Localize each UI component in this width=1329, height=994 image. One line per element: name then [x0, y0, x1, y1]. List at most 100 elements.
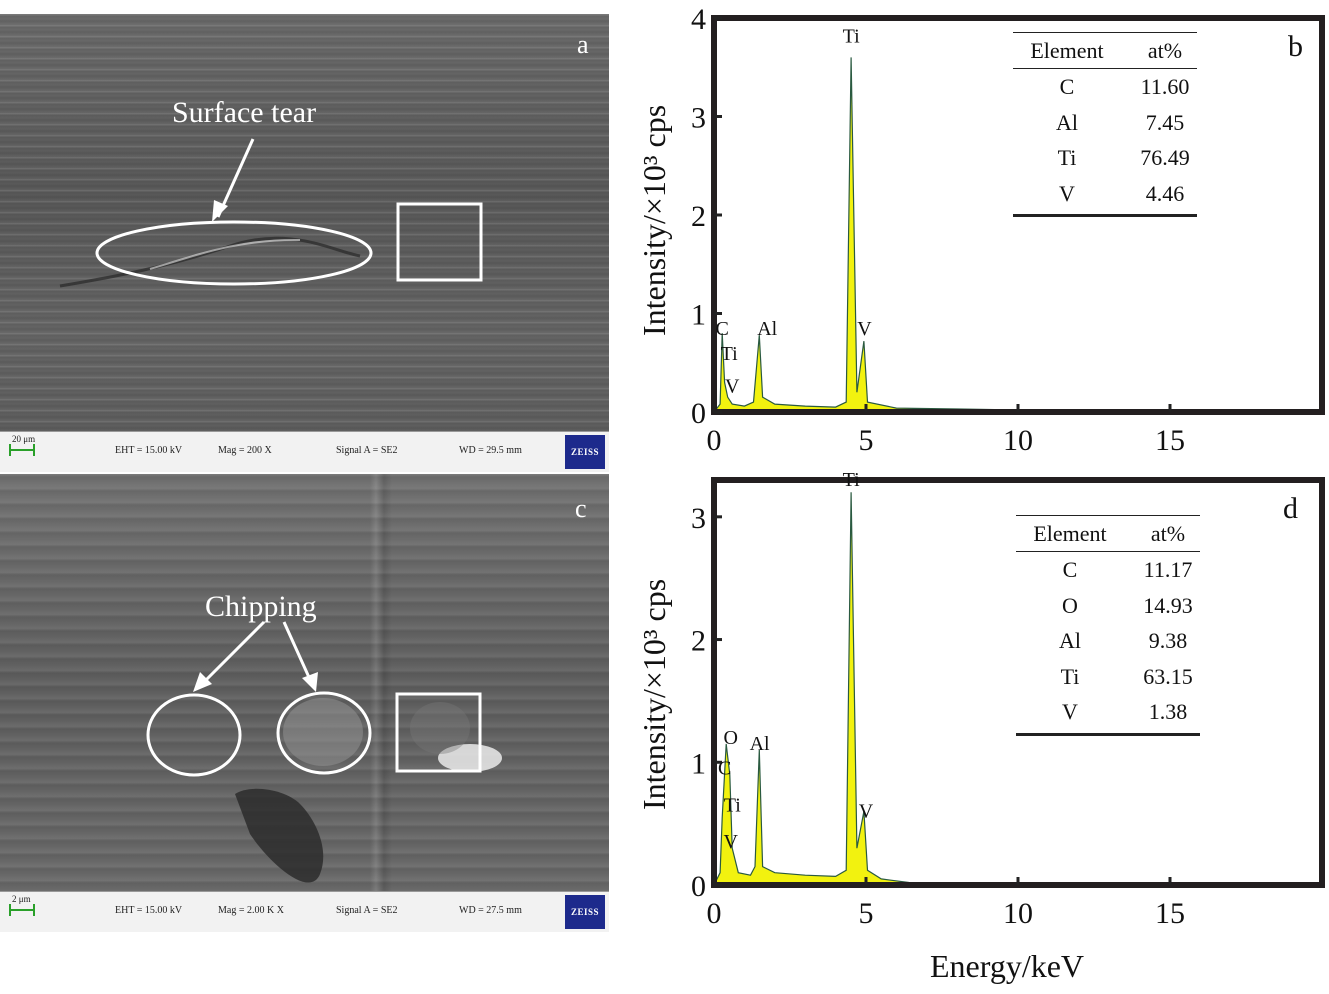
table-cell: 1.38 — [1148, 699, 1188, 724]
table-cell: 4.46 — [1145, 180, 1185, 206]
peak-label: V — [723, 831, 738, 853]
y-tick-label: 1 — [691, 299, 706, 332]
eds-spectrum-d: 0 5 10 15 0 1 2 3 Ti O Al C Ti V V — [691, 469, 1325, 930]
table-cell: O — [1062, 592, 1078, 618]
y-tick-label: 4 — [691, 3, 706, 36]
table-cell: Ti — [1057, 145, 1077, 170]
y-tick-label: 3 — [691, 502, 706, 535]
table-cell: Element — [1033, 521, 1107, 546]
table-row: Al 7.45 — [1013, 104, 1197, 139]
mag-value: Mag = 2.00 K X — [218, 905, 284, 916]
table-row: Al 9.38 — [1016, 622, 1200, 657]
table-cell: V — [1059, 180, 1075, 206]
signal-value: Signal A = SE2 — [336, 905, 398, 916]
panel-letter-b: b — [1288, 30, 1303, 63]
y-tick-label: 0 — [691, 870, 706, 903]
peak-label: V — [859, 801, 874, 823]
y-axis-title-b: Intensity/×10³ cps — [636, 104, 672, 336]
table-cell: Ti — [1060, 663, 1080, 689]
annotation-surface-tear: Surface tear — [172, 96, 317, 129]
peak-label: Al — [757, 318, 777, 340]
peak-label: Ti — [721, 343, 739, 365]
mag-value: Mag = 200 X — [218, 445, 272, 456]
eds-area-box-c — [395, 692, 482, 773]
table-cell: 11.60 — [1140, 74, 1190, 99]
table-cell: 9.38 — [1148, 628, 1188, 653]
table-rule — [1013, 214, 1197, 217]
x-tick-label: 5 — [859, 897, 874, 930]
table-cell: Al — [1056, 109, 1078, 135]
table-cell: 11.17 — [1143, 557, 1193, 582]
table-cell: at% — [1150, 521, 1186, 546]
x-tick-label: 0 — [707, 897, 722, 930]
scale-bar — [9, 904, 35, 916]
eht-value: EHT = 15.00 kV — [115, 445, 183, 456]
peak-label: Al — [750, 733, 770, 755]
panel-letter-a: a — [577, 30, 589, 59]
x-tick-label: 10 — [1003, 897, 1033, 930]
x-tick-label: 15 — [1155, 897, 1185, 930]
chipping-ellipse-1 — [146, 693, 242, 777]
table-header-row: Element at% — [1016, 515, 1200, 550]
signal-value: Signal A = SE2 — [336, 445, 398, 456]
sem-image-a: Surface tear a 20 μm EHT = 15.00 kV Mag … — [0, 14, 609, 472]
table-cell: 14.93 — [1143, 592, 1193, 618]
scale-label: 2 μm — [12, 894, 31, 904]
table-cell: C — [1062, 557, 1078, 582]
y-tick-label: 3 — [691, 102, 706, 135]
table-cell: 63.15 — [1143, 663, 1193, 689]
table-rule — [1013, 32, 1197, 33]
table-row: Ti 76.49 — [1013, 139, 1197, 174]
table-rule — [1016, 551, 1200, 552]
y-tick-label: 2 — [691, 200, 706, 233]
y-tick-label: 2 — [691, 625, 706, 658]
peak-label: V — [725, 375, 740, 397]
eht-value: EHT = 15.00 kV — [115, 905, 183, 916]
eds-spectrum-b: 0 5 10 15 0 1 2 3 4 Ti C Al V Ti V — [691, 3, 1325, 457]
x-tick-label: 0 — [707, 424, 722, 457]
peak-label: C — [716, 318, 729, 340]
sem-info-bar-a: 20 μm EHT = 15.00 kV Mag = 200 X Signal … — [0, 431, 609, 472]
table-row: Ti 63.15 — [1016, 658, 1200, 693]
annotation-chipping: Chipping — [205, 590, 317, 623]
peak-label: Ti — [843, 26, 861, 48]
surface-tear-ellipse — [95, 220, 373, 286]
peak-label: Ti — [843, 469, 861, 491]
table-cell: Al — [1059, 628, 1081, 653]
scale-bar — [9, 444, 35, 456]
table-cell: 76.49 — [1140, 145, 1190, 170]
spectrum-area — [713, 492, 914, 886]
composition-table-b: Element at% C 11.60 Al 7.45 Ti 76.49 V 4.46 — [1013, 32, 1197, 217]
table-cell: at% — [1147, 38, 1183, 63]
table-row: C 11.17 — [1016, 551, 1200, 586]
zeiss-logo: ZEISS — [565, 895, 605, 929]
x-tick-label: 10 — [1003, 424, 1033, 457]
composition-table-d: Element at% C 11.17 O 14.93 Al 9.38 Ti 63.15 V 1.38 — [1016, 515, 1200, 736]
wd-value: WD = 29.5 mm — [459, 445, 522, 456]
x-tick-label: 5 — [859, 424, 874, 457]
peak-label: Ti — [724, 794, 742, 816]
table-cell: V — [1062, 699, 1078, 724]
table-row: V 1.38 — [1016, 693, 1200, 728]
peak-label: C — [718, 758, 731, 780]
table-row: C 11.60 — [1013, 68, 1197, 103]
chipping-ellipse-2 — [276, 691, 372, 775]
panel-letter-d: d — [1283, 492, 1298, 525]
sem-image-c: Chipping c 2 μm EHT = 15.00 kV Mag = 2.0… — [0, 474, 609, 932]
spectrum-area — [712, 57, 1049, 413]
table-cell: Element — [1030, 38, 1104, 63]
y-tick-label: 0 — [691, 397, 706, 430]
table-cell: 7.45 — [1145, 109, 1185, 135]
table-row: O 14.93 — [1016, 587, 1200, 622]
panel-letter-c: c — [575, 494, 587, 523]
table-rule — [1013, 68, 1197, 69]
y-tick-label: 1 — [691, 747, 706, 780]
wd-value: WD = 27.5 mm — [459, 905, 522, 916]
x-tick-label: 15 — [1155, 424, 1185, 457]
peak-label: V — [857, 318, 872, 340]
zeiss-logo: ZEISS — [565, 435, 605, 469]
sem-info-bar-c: 2 μm EHT = 15.00 kV Mag = 2.00 K X Signa… — [0, 891, 609, 932]
scale-label: 20 μm — [12, 434, 36, 444]
table-row: V 4.46 — [1013, 175, 1197, 210]
sem-a-overlay — [59, 138, 483, 288]
